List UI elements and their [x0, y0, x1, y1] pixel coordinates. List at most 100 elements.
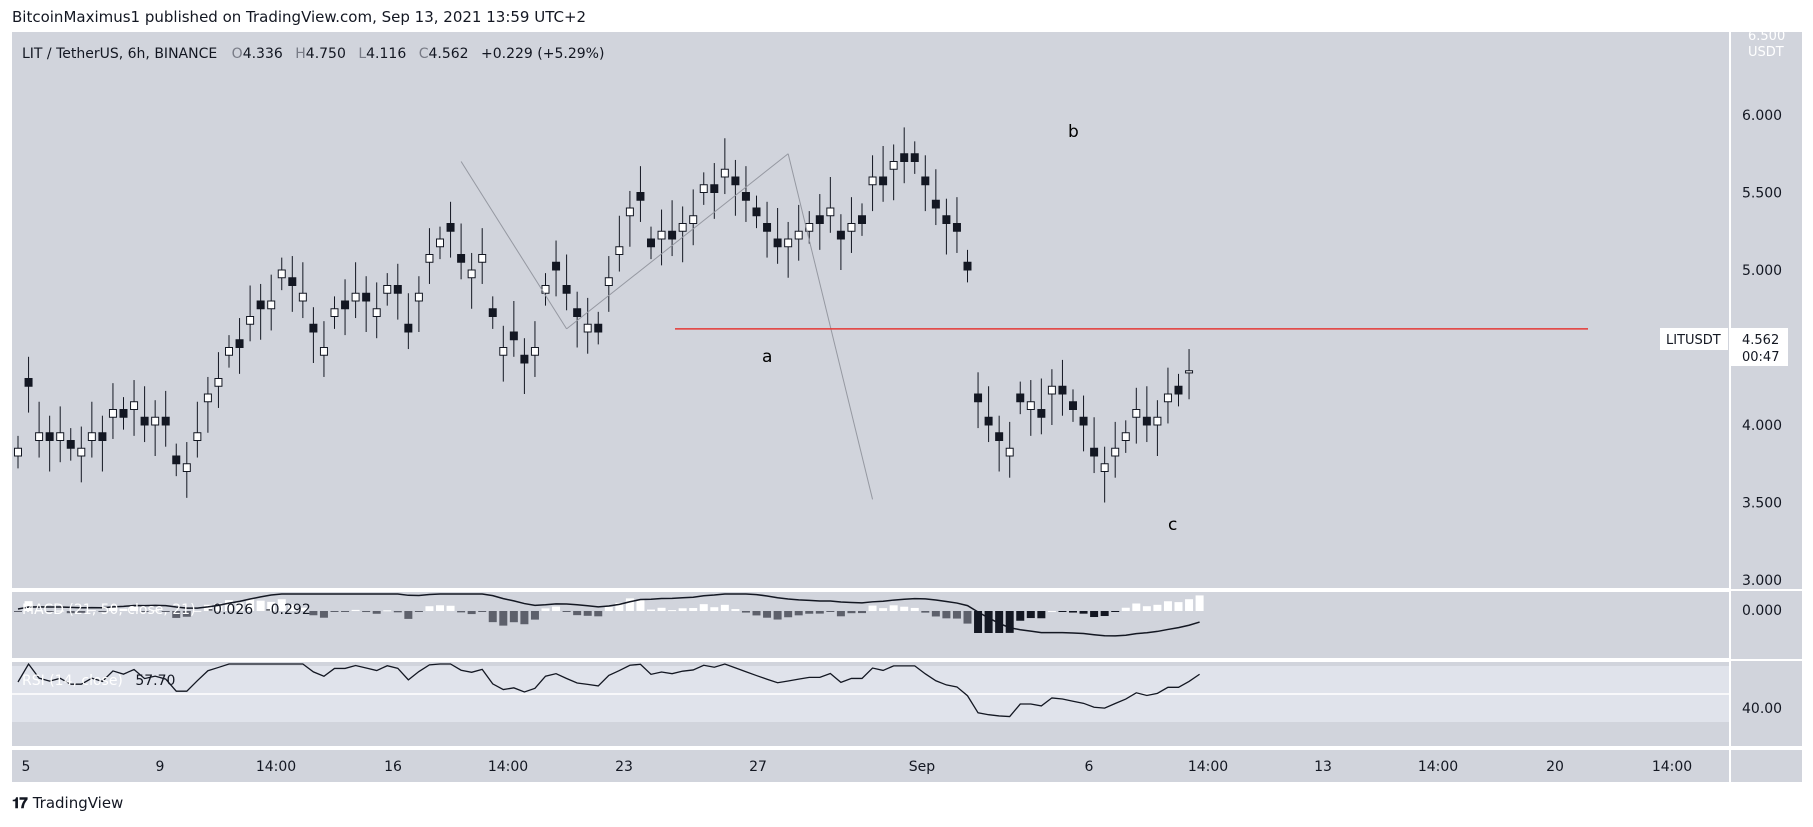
candle[interactable]	[699, 172, 708, 205]
candle[interactable]	[193, 401, 202, 458]
candle[interactable]	[256, 283, 265, 340]
candle[interactable]	[530, 321, 539, 377]
candle[interactable]	[731, 159, 740, 216]
price-pane[interactable]	[12, 32, 1730, 588]
candle[interactable]	[963, 249, 972, 283]
candle[interactable]	[499, 325, 508, 382]
candle[interactable]	[467, 252, 476, 309]
candle[interactable]	[615, 215, 624, 272]
candle[interactable]	[478, 228, 487, 284]
candle[interactable]	[98, 415, 107, 472]
candle[interactable]	[710, 163, 719, 219]
wave-segment[interactable]	[787, 153, 874, 500]
candle[interactable]	[636, 166, 645, 222]
candle[interactable]	[1100, 446, 1109, 503]
candle[interactable]	[889, 144, 898, 201]
candle[interactable]	[351, 262, 360, 319]
candle[interactable]	[509, 301, 518, 357]
candle[interactable]	[130, 380, 139, 436]
candle[interactable]	[77, 426, 86, 483]
candle[interactable]	[657, 209, 666, 266]
candle[interactable]	[372, 282, 381, 339]
candle[interactable]	[140, 386, 149, 443]
candle[interactable]	[678, 206, 687, 263]
candle[interactable]	[119, 397, 128, 430]
candle[interactable]	[246, 285, 255, 342]
candle[interactable]	[995, 415, 1004, 472]
candle[interactable]	[604, 256, 613, 312]
candle[interactable]	[309, 307, 318, 363]
candle[interactable]	[1142, 386, 1151, 443]
candle[interactable]	[1069, 389, 1077, 422]
candle[interactable]	[414, 276, 423, 332]
candle[interactable]	[763, 201, 772, 258]
candle[interactable]	[341, 279, 350, 336]
candle[interactable]	[319, 321, 328, 377]
candle[interactable]	[1174, 373, 1183, 407]
candle[interactable]	[836, 214, 845, 270]
candle[interactable]	[425, 228, 434, 284]
candle[interactable]	[277, 257, 286, 291]
candle[interactable]	[288, 256, 297, 312]
candle[interactable]	[56, 406, 65, 463]
candle[interactable]	[1016, 381, 1025, 415]
candle[interactable]	[1121, 420, 1130, 453]
candle[interactable]	[773, 208, 782, 264]
candle[interactable]	[826, 177, 835, 233]
wave-segment[interactable]	[566, 153, 789, 330]
candle[interactable]	[900, 127, 909, 184]
candle[interactable]	[1079, 395, 1088, 452]
price-scale-bg[interactable]	[1731, 32, 1802, 746]
candle[interactable]	[1163, 367, 1172, 424]
candle[interactable]	[1090, 417, 1099, 474]
candle[interactable]	[752, 195, 761, 229]
candle[interactable]	[1153, 400, 1162, 456]
candle[interactable]	[942, 198, 951, 255]
candle[interactable]	[457, 223, 466, 280]
candle[interactable]	[488, 296, 497, 329]
candle[interactable]	[910, 141, 919, 174]
candle[interactable]	[235, 318, 244, 374]
macd-pane[interactable]	[12, 592, 1730, 658]
candle[interactable]	[984, 386, 993, 443]
candle[interactable]	[298, 262, 307, 319]
candle[interactable]	[1026, 380, 1035, 436]
candle[interactable]	[720, 138, 729, 195]
candle[interactable]	[868, 155, 877, 212]
candle[interactable]	[562, 254, 571, 311]
candle[interactable]	[14, 435, 22, 469]
candle[interactable]	[1037, 378, 1046, 435]
candle[interactable]	[203, 376, 212, 433]
candle[interactable]	[446, 201, 455, 258]
candle[interactable]	[108, 383, 117, 439]
candle[interactable]	[330, 296, 339, 329]
candle[interactable]	[952, 197, 961, 253]
candle[interactable]	[931, 169, 940, 226]
candle[interactable]	[151, 400, 160, 456]
candle[interactable]	[35, 401, 44, 458]
wave-segment[interactable]	[460, 161, 568, 330]
candle[interactable]	[921, 155, 930, 212]
candle[interactable]	[974, 372, 983, 429]
candle[interactable]	[583, 297, 592, 354]
candle[interactable]	[1047, 369, 1056, 425]
candle[interactable]	[815, 194, 824, 250]
candle[interactable]	[1005, 421, 1014, 478]
candle[interactable]	[87, 401, 96, 458]
candle[interactable]	[1111, 421, 1120, 478]
candle[interactable]	[625, 190, 634, 247]
candle[interactable]	[594, 311, 603, 345]
candle[interactable]	[172, 443, 181, 477]
candle[interactable]	[24, 356, 33, 413]
candle[interactable]	[161, 390, 170, 447]
candle[interactable]	[847, 197, 856, 253]
candle[interactable]	[45, 415, 54, 472]
candle[interactable]	[225, 335, 233, 368]
candle[interactable]	[66, 428, 75, 461]
candle[interactable]	[404, 293, 413, 350]
candle[interactable]	[362, 276, 371, 332]
candle[interactable]	[668, 200, 677, 257]
candle[interactable]	[436, 226, 444, 260]
candle[interactable]	[214, 352, 223, 408]
